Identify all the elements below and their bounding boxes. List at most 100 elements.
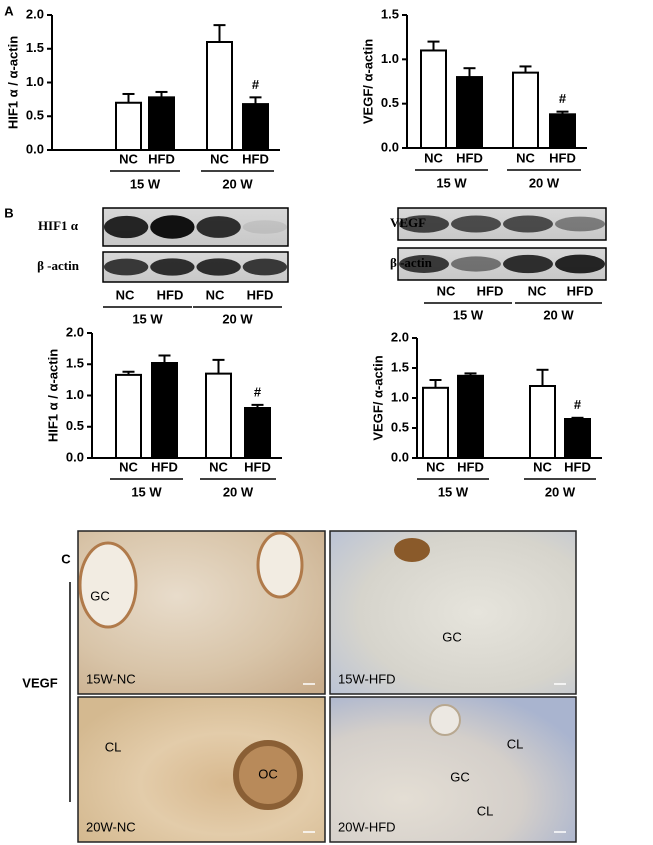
x-tick-label: HFD (242, 151, 269, 166)
lane-label: HFD (477, 283, 504, 298)
blot-row-label: β -actin (390, 255, 433, 270)
group-label: 20 W (222, 176, 253, 191)
micrograph-label: 20W-HFD (338, 819, 396, 834)
y-tick-label: 2.0 (66, 324, 84, 339)
y-tick-label: 0.0 (381, 139, 399, 154)
group-label: 20 W (543, 307, 574, 322)
group-label: 15 W (131, 484, 162, 499)
bar (206, 41, 233, 151)
lane-label: HFD (247, 287, 274, 302)
blot-band (103, 258, 149, 276)
group-label: 15 W (438, 484, 469, 499)
region-label: CL (507, 736, 524, 751)
lane-label: NC (437, 283, 456, 298)
bar (564, 418, 591, 459)
lane-label: NC (528, 283, 547, 298)
annotation: # (254, 384, 262, 399)
y-tick-label: 1.5 (381, 6, 399, 21)
bar (457, 374, 484, 459)
lane-label: HFD (567, 283, 594, 298)
group-label: 20 W (529, 175, 560, 190)
follicle (78, 541, 138, 629)
follicle (256, 531, 304, 599)
annotation: # (559, 91, 567, 106)
region-label: CL (477, 803, 494, 818)
y-tick-label: 1.0 (381, 51, 399, 66)
lane-label: HFD (157, 287, 184, 302)
blot-band (555, 216, 605, 232)
blot-band (242, 220, 288, 234)
x-tick-label: NC (119, 459, 138, 474)
x-tick-label: HFD (244, 459, 271, 474)
x-tick-label: NC (533, 459, 552, 474)
x-tick-label: HFD (456, 150, 483, 165)
bar (456, 76, 483, 149)
bar (529, 385, 556, 459)
bar (549, 113, 576, 149)
y-tick-label: 0.5 (381, 95, 399, 110)
lane-label: NC (116, 287, 135, 302)
y-tick-label: 0.5 (391, 419, 409, 434)
blot-strip (102, 207, 289, 247)
blot-band (399, 255, 449, 273)
oocyte (233, 740, 303, 810)
group-label: 15 W (453, 307, 484, 322)
micrograph (329, 530, 577, 695)
y-tick-label: 1.0 (66, 387, 84, 402)
region-label: GC (450, 769, 470, 784)
bar (420, 49, 447, 149)
blot-band (242, 258, 288, 276)
group-label: 20 W (222, 311, 253, 326)
group-label: 20 W (545, 484, 576, 499)
blot-band (451, 256, 501, 272)
panel-label: B (4, 205, 13, 220)
bar (205, 372, 232, 459)
x-tick-label: HFD (151, 459, 178, 474)
blot-band (196, 216, 241, 238)
y-tick-label: 1.5 (391, 359, 409, 374)
bar (115, 373, 142, 459)
y-tick-label: 0.0 (26, 141, 44, 156)
y-tick-label: 2.0 (26, 6, 44, 21)
blot-band (451, 215, 501, 233)
x-tick-label: HFD (549, 150, 576, 165)
x-tick-label: NC (209, 459, 228, 474)
y-tick-label: 0.5 (66, 418, 84, 433)
micrograph-label: 15W-HFD (338, 671, 396, 686)
follicle (429, 704, 461, 736)
y-tick-label: 1.5 (26, 40, 44, 55)
blot-band (103, 215, 149, 239)
region-label: OC (258, 766, 278, 781)
blot-row-label: HIF1 α (38, 218, 79, 233)
x-tick-label: NC (119, 151, 138, 166)
bar (115, 101, 142, 151)
bar (151, 362, 178, 459)
y-axis-label: VEGF/ α-actin (370, 355, 385, 440)
blot-band (196, 258, 241, 276)
panel-label: C (61, 551, 71, 566)
blot-band (150, 258, 195, 276)
vessel (394, 538, 430, 562)
x-tick-label: NC (210, 151, 229, 166)
group-label: 15 W (130, 176, 161, 191)
x-tick-label: NC (424, 150, 443, 165)
bar (148, 96, 175, 151)
annotation: # (252, 77, 260, 92)
bar (242, 103, 269, 151)
micrograph-label: 15W-NC (86, 671, 136, 686)
y-axis-label: HIF1 α / α-actin (5, 36, 20, 129)
panel-label: A (4, 3, 14, 18)
lane-label: NC (206, 287, 225, 302)
y-tick-label: 1.5 (66, 356, 84, 371)
group-label: 20 W (223, 484, 254, 499)
bar (512, 71, 539, 149)
blot-band (503, 254, 553, 274)
x-tick-label: NC (426, 459, 445, 474)
blot-band (150, 215, 195, 239)
blot-row-label: VEGF (390, 215, 426, 230)
blot-band (555, 254, 605, 274)
blot-row-label: β -actin (37, 258, 80, 273)
x-tick-label: HFD (457, 459, 484, 474)
x-tick-label: HFD (564, 459, 591, 474)
